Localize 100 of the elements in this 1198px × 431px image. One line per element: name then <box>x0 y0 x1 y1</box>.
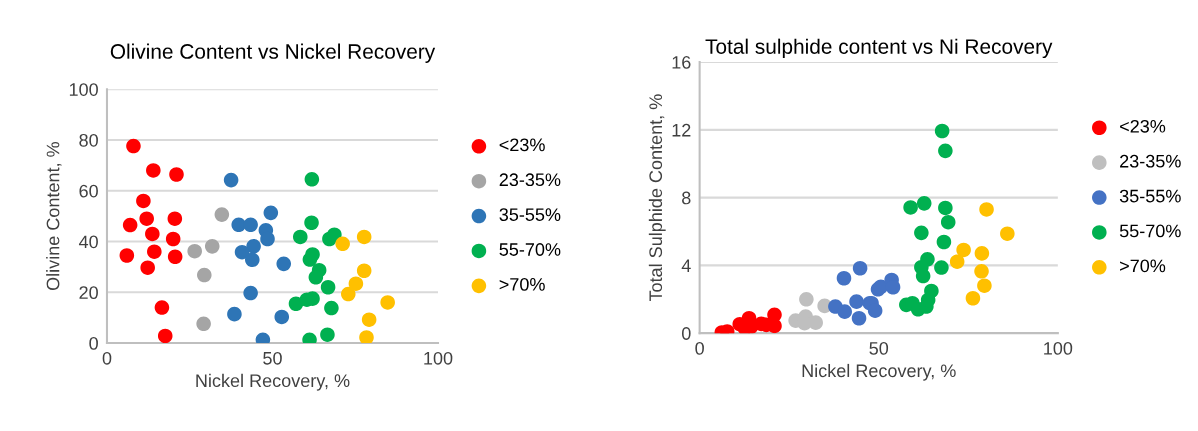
point <box>227 306 242 322</box>
point <box>136 193 151 209</box>
point <box>348 276 364 291</box>
x-tick-label: 50 <box>869 341 889 355</box>
x-tick-label: 100 <box>1044 341 1073 355</box>
point <box>140 260 155 275</box>
y-tick-label: 16 <box>672 56 691 69</box>
legend-label: 55-70% <box>1119 224 1181 238</box>
point <box>974 264 989 279</box>
point <box>979 202 994 217</box>
point <box>341 286 356 302</box>
point <box>308 270 324 285</box>
point <box>263 205 279 221</box>
point <box>187 243 202 259</box>
point <box>977 278 992 293</box>
y-axis-title: Total Sulphide Content, % <box>648 94 666 302</box>
x-axis-title: Nickel Recovery, % <box>196 373 350 391</box>
x-tick-label: 100 <box>424 351 453 365</box>
point <box>234 244 250 260</box>
point <box>335 236 350 252</box>
point <box>169 167 184 182</box>
point <box>327 227 342 242</box>
point <box>851 310 867 326</box>
point <box>356 263 372 279</box>
point <box>167 249 183 265</box>
legend-label: 35-55% <box>1119 189 1181 203</box>
point <box>380 295 395 310</box>
y-tick-label: 0 <box>681 327 691 340</box>
point <box>361 312 377 327</box>
legend-label: >70% <box>1120 259 1166 273</box>
point <box>836 270 852 286</box>
point <box>852 260 868 276</box>
y-tick-label: 20 <box>79 286 98 300</box>
y-tick-label: 40 <box>78 235 98 249</box>
point <box>157 328 173 344</box>
y-tick-label: 8 <box>682 191 691 205</box>
point <box>197 267 212 283</box>
point <box>154 300 170 315</box>
point <box>934 123 950 139</box>
point <box>940 214 956 230</box>
point <box>938 143 953 159</box>
point <box>243 217 258 233</box>
point <box>304 172 320 187</box>
point <box>165 231 181 247</box>
point <box>965 290 981 306</box>
point <box>196 316 211 332</box>
point <box>119 248 135 263</box>
point <box>914 225 929 241</box>
chart-title: Olivine Content vs Nickel Recovery <box>110 43 436 63</box>
point <box>949 254 965 269</box>
point <box>246 239 261 254</box>
legend-label: 23-35% <box>499 173 561 187</box>
point <box>147 244 162 259</box>
point <box>808 315 823 330</box>
legend-label: 35-55% <box>499 208 561 221</box>
point <box>837 304 852 319</box>
legend-label: <23% <box>499 138 545 152</box>
chart-title: Total sulphide content vs Ni Recovery <box>705 38 1053 59</box>
point <box>276 256 292 272</box>
point <box>936 234 952 250</box>
point <box>916 196 932 211</box>
point <box>214 207 230 222</box>
point <box>146 163 161 178</box>
y-tick-label: 80 <box>79 133 98 147</box>
point <box>274 309 290 325</box>
point <box>320 327 335 342</box>
point <box>293 229 308 245</box>
point <box>167 211 183 226</box>
point <box>260 231 275 247</box>
y-tick-label: 4 <box>681 259 691 272</box>
point <box>126 138 141 154</box>
point <box>223 172 239 188</box>
point <box>938 200 953 216</box>
point <box>934 260 949 275</box>
point <box>974 246 990 261</box>
point <box>139 211 154 226</box>
y-tick-label: 100 <box>69 83 98 96</box>
point <box>956 242 971 258</box>
point <box>849 294 864 309</box>
point <box>302 252 318 267</box>
point <box>799 291 814 307</box>
y-tick-label: 60 <box>79 184 98 198</box>
point <box>304 215 319 231</box>
point <box>145 226 160 242</box>
legend-label: >70% <box>499 277 545 291</box>
legend-label: 55-70% <box>499 243 561 256</box>
x-axis-title: Nickel Recovery, % <box>802 363 956 381</box>
x-tick-label: 0 <box>102 351 112 365</box>
point <box>915 268 931 284</box>
x-tick-label: 50 <box>263 351 282 365</box>
y-axis-title: Olivine Content, % <box>46 142 62 291</box>
point <box>320 279 336 295</box>
point <box>867 303 883 318</box>
point <box>243 285 258 301</box>
x-tick-label: 0 <box>695 341 704 355</box>
legend-label: <23% <box>1120 119 1166 133</box>
point <box>903 200 918 215</box>
y-tick-label: 12 <box>672 123 691 137</box>
point <box>1000 226 1015 241</box>
point <box>356 229 372 245</box>
